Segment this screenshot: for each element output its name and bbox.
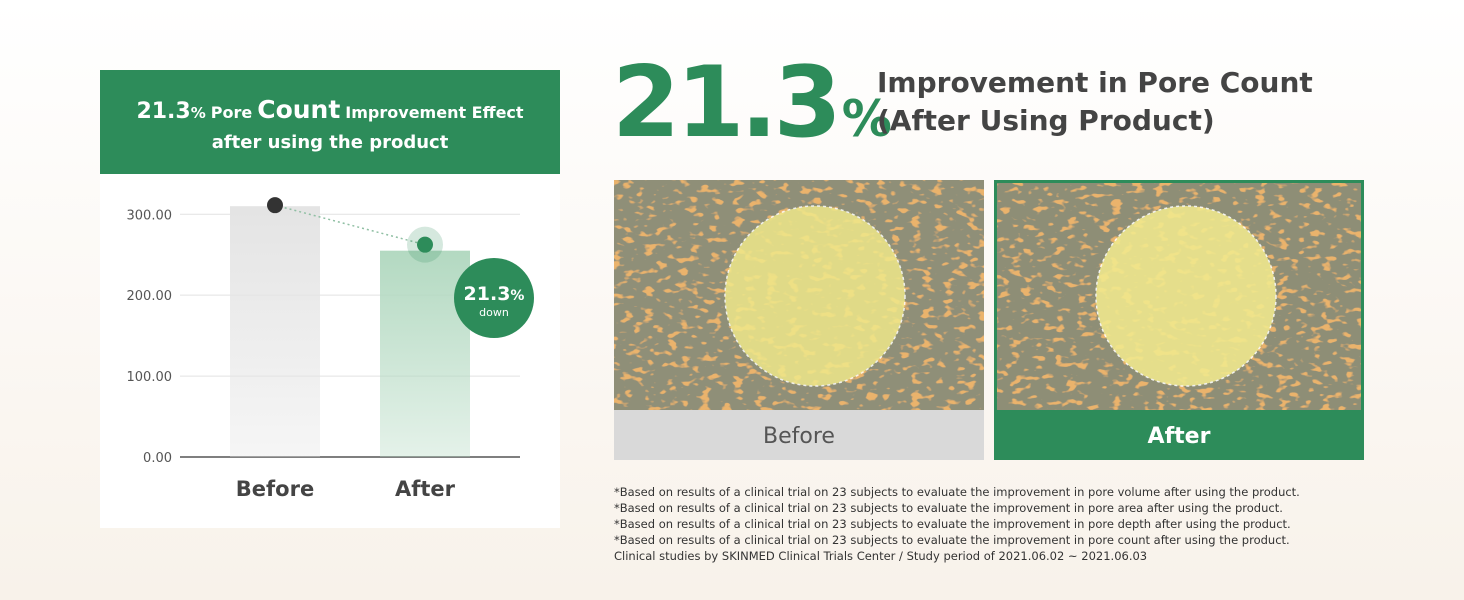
card-subtitle: after using the product xyxy=(212,132,449,153)
x-tick-label: After xyxy=(395,477,456,501)
trend-line xyxy=(274,204,426,246)
title-word: Improvement Effect xyxy=(345,103,524,122)
point xyxy=(267,197,283,214)
zoom-circle xyxy=(1095,205,1277,387)
headline-number: 21.3 xyxy=(612,46,838,160)
title-word: Pore xyxy=(211,103,253,122)
before-image xyxy=(614,180,984,410)
annotation-number: 21.3 xyxy=(464,283,511,305)
footnote: *Based on results of a clinical trial on… xyxy=(614,501,1283,515)
y-tick-label: 0.00 xyxy=(143,451,172,466)
title-number: 21.3 xyxy=(136,99,190,124)
bar xyxy=(230,206,320,457)
y-tick-label: 300.00 xyxy=(127,208,173,223)
before-label: Before xyxy=(763,424,835,449)
footnote: *Based on results of a clinical trial on… xyxy=(614,533,1290,547)
annotation-value: 21.3% xyxy=(464,283,525,305)
headline-stat: 21.3% xyxy=(612,46,892,160)
headline-title: Improvement in Pore Count xyxy=(877,66,1313,99)
bar xyxy=(380,250,470,457)
after-label: After xyxy=(1148,424,1211,449)
footnote: *Based on results of a clinical trial on… xyxy=(614,517,1291,531)
footnote: Clinical studies by SKINMED Clinical Tri… xyxy=(614,549,1147,563)
y-tick-label: 100.00 xyxy=(127,370,173,385)
title-unit: % xyxy=(191,104,206,122)
card-body xyxy=(100,174,560,528)
title-word: Count xyxy=(257,95,340,124)
x-tick-label: Before xyxy=(236,477,314,501)
after-image xyxy=(997,183,1361,410)
zoom-circle xyxy=(724,205,906,387)
footnote: *Based on results of a clinical trial on… xyxy=(614,485,1300,499)
annotation-unit: % xyxy=(510,288,524,304)
headline-subtitle: (After Using Product) xyxy=(877,104,1215,137)
footnotes: *Based on results of a clinical trial on… xyxy=(614,485,1300,563)
point xyxy=(417,236,433,253)
card-title: 21.3% Pore Count Improvement Effect xyxy=(136,95,523,124)
card-header xyxy=(100,70,560,174)
annotation-bubble xyxy=(454,258,534,338)
bar-chart: 0.00 100.00 200.00 300.00 Before After 21.3%do… xyxy=(127,197,534,501)
before-label-box xyxy=(614,410,984,460)
headline-unit: % xyxy=(842,90,892,148)
annotation-text: down xyxy=(479,306,509,319)
y-tick-label: 200.00 xyxy=(127,289,173,304)
